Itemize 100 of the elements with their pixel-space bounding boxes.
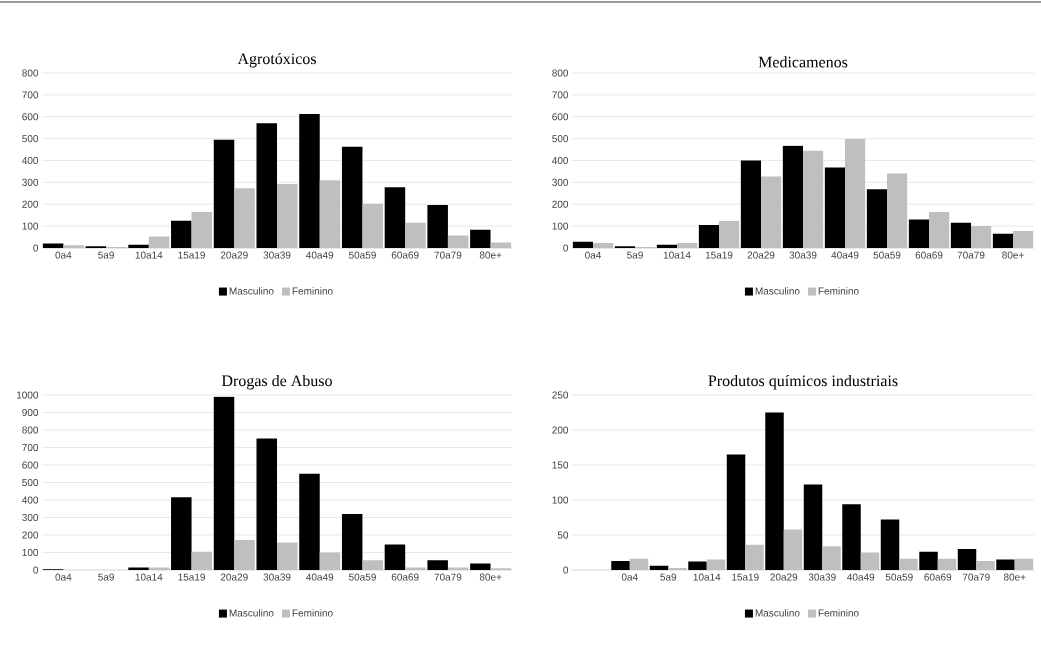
y-tick-label: 600 [22,461,39,469]
bar [950,222,972,248]
y-tick-label: 800 [22,426,39,434]
bar [803,484,823,570]
y-tick-label: 600 [22,113,39,121]
bar [996,559,1015,570]
x-tick-label: 80e+ [479,251,502,259]
chart-title: Drogas de Abuso [221,374,332,390]
y-tick-label: 800 [552,69,569,77]
y-tick-label: 200 [552,426,569,434]
bar [341,146,363,248]
y-tick-label: 100 [552,496,569,504]
bar [213,396,235,570]
y-tick-label: 100 [22,222,39,230]
x-tick-label: 80e+ [479,573,502,581]
y-tick-label: 100 [22,548,39,557]
x-tick-label: 15a19 [705,251,733,259]
bar [698,225,720,248]
bar [256,438,277,570]
bar [765,412,784,570]
x-tick-label: 50a59 [873,251,901,259]
x-tick-label: 50a59 [885,573,913,581]
x-tick-label: 15a19 [732,573,759,581]
y-tick-label: 0 [33,244,39,252]
x-tick-label: 10a14 [693,573,721,581]
bar [171,220,192,248]
x-tick-label: 70a79 [957,251,985,259]
x-tick-label: 70a79 [962,573,990,581]
bar [128,244,149,248]
bar [256,123,277,248]
x-tick-label: 60a69 [391,573,419,581]
x-tick-label: 20a29 [220,251,248,259]
x-tick-label: 0a4 [585,251,602,259]
y-tick-label: 200 [22,531,39,539]
bar [341,514,363,570]
bar [656,244,678,248]
bar [611,560,630,570]
bar [299,473,320,570]
y-tick-label: 200 [552,200,569,208]
x-tick-label: 30a39 [808,573,836,581]
x-tick-label: 70a79 [434,573,462,581]
x-tick-label: 70a79 [434,251,462,259]
legend-label: Feminino [292,287,333,295]
x-tick-label: 5a9 [627,251,643,259]
bar [470,563,491,570]
x-tick-label: 20a29 [770,573,798,581]
x-tick-label: 20a29 [747,251,775,259]
bar [919,551,938,570]
y-tick-label: 300 [22,178,39,186]
y-tick-label: 700 [552,91,569,99]
chart-title: Agrotóxicos [237,52,316,68]
y-tick-label: 250 [552,391,569,399]
bar [427,560,448,570]
y-tick-label: 300 [22,513,39,522]
x-tick-label: 30a39 [263,251,291,259]
bar [726,454,746,570]
y-tick-label: 100 [552,222,569,230]
bar [572,241,594,248]
x-tick-label: 80e+ [1003,573,1026,581]
x-tick-label: 40a49 [306,251,334,259]
x-tick-label: 0a4 [55,573,72,581]
y-tick-label: 900 [22,408,39,417]
y-tick-label: 700 [22,91,39,99]
x-tick-label: 15a19 [178,251,205,259]
bar [384,187,406,248]
y-tick-label: 400 [22,496,39,504]
y-tick-label: 50 [557,531,569,539]
x-tick-label: 60a69 [915,251,943,259]
y-tick-label: 400 [22,156,39,165]
x-tick-label: 5a9 [660,573,677,581]
x-tick-label: 30a39 [263,573,291,581]
legend-label: Masculino [755,287,800,295]
x-tick-label: 80e+ [1002,251,1024,259]
x-tick-label: 15a19 [178,573,205,581]
bar [299,114,320,248]
bar [688,561,707,570]
bar [824,167,846,248]
x-tick-label: 50a59 [348,573,376,581]
y-tick-label: 150 [552,461,569,469]
x-tick-label: 10a14 [135,251,163,259]
bar [957,549,977,570]
bar [740,160,762,248]
x-tick-label: 30a39 [789,251,817,259]
y-tick-label: 600 [552,113,569,121]
bar [213,139,235,248]
y-tick-label: 1000 [16,391,39,399]
bar [842,504,861,570]
legend-label: Masculino [755,609,800,617]
bar [470,229,491,248]
x-tick-label: 50a59 [348,251,376,259]
bar [128,567,149,570]
bar [880,519,900,570]
y-tick-label: 500 [552,135,569,143]
x-tick-label: 60a69 [924,573,952,581]
legend-label: Feminino [818,609,859,617]
y-tick-label: 0 [33,566,39,574]
x-tick-label: 40a49 [831,251,859,259]
bar [992,233,1014,248]
x-tick-label: 60a69 [391,251,419,259]
x-tick-label: 40a49 [306,573,334,581]
